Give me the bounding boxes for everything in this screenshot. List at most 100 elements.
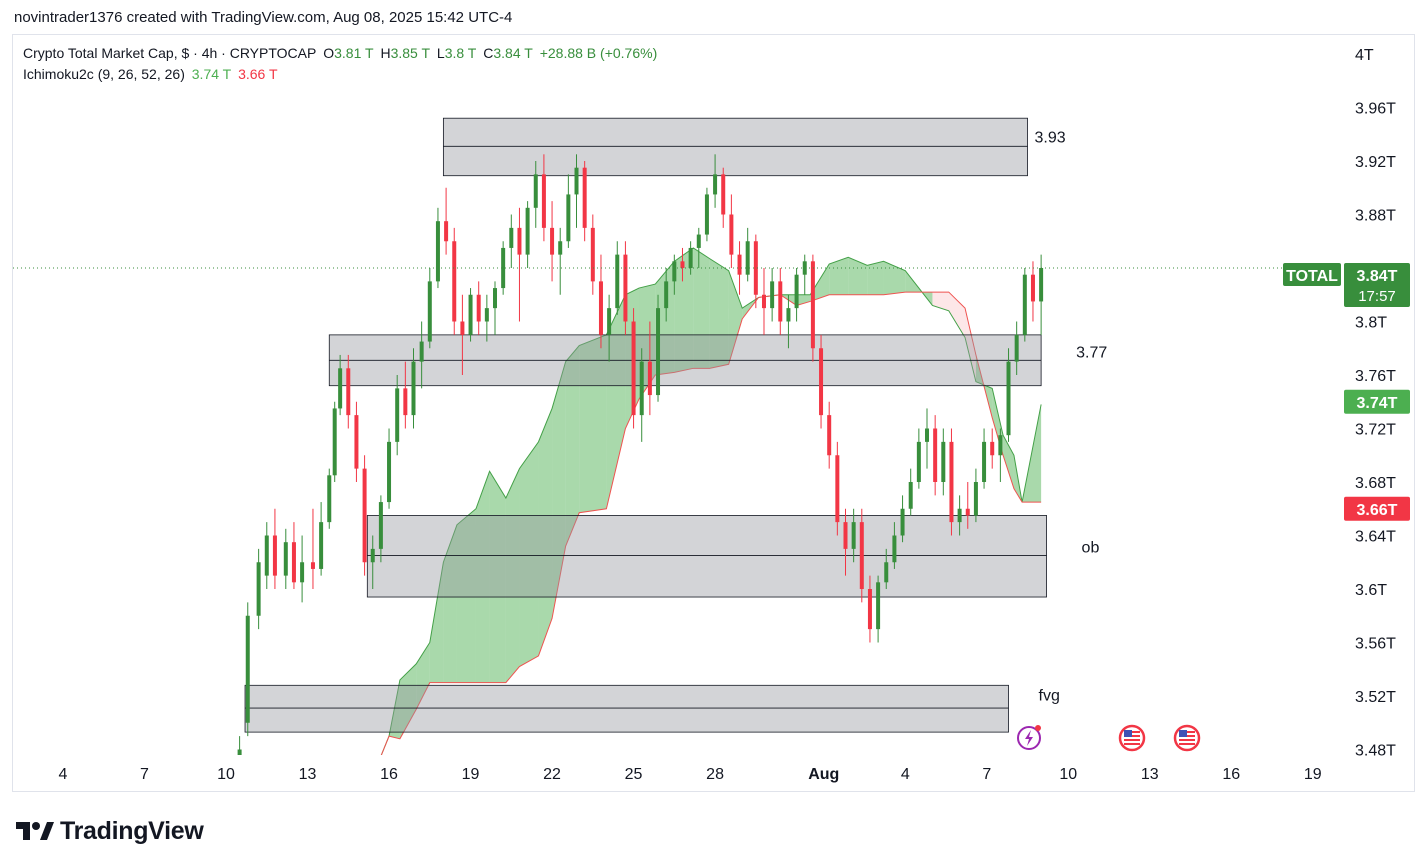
candle: [403, 361, 408, 429]
candle: [1022, 268, 1027, 342]
ichimoku-a-badge: [1344, 389, 1410, 414]
price-tick-label: 3.96T: [1355, 101, 1396, 118]
candle: [444, 187, 449, 255]
price-axis[interactable]: 4T 3.96T 3.92T 3.88T 3.8T 3.76T 3.72T 3.68T 3.64…: [1355, 47, 1396, 760]
candle: [574, 154, 579, 228]
zone-label: 3.93: [1035, 129, 1066, 146]
cloud-segment: [1003, 435, 1014, 489]
symbol-title: Crypto Total Market Cap, $ · 4h · CRYPTO…: [23, 45, 317, 61]
high-label: H: [380, 45, 391, 61]
cloud-segment: [429, 562, 444, 683]
cloud-segment: [810, 263, 830, 302]
time-tick-label: Aug: [808, 766, 839, 783]
candle: [264, 522, 269, 589]
candle: [753, 234, 758, 309]
ichimoku-b-text: 3.66T: [1357, 502, 1398, 519]
candle: [639, 348, 644, 442]
tradingview-brand[interactable]: TradingView: [16, 816, 204, 846]
candle: [843, 508, 848, 576]
candle: [859, 508, 864, 603]
candle: [484, 294, 489, 342]
candle: [319, 502, 324, 576]
indicator-value-a: 3.74 T: [191, 66, 232, 82]
price-tick-label: 3.48T: [1355, 743, 1396, 760]
time-axis[interactable]: 4 7 10 13 16 19 22 25 28 Aug 4 7 10 13 16 19: [59, 766, 1322, 783]
bar-countdown-text: 17:57: [1358, 288, 1396, 305]
symbol-legend[interactable]: Crypto Total Market Cap, $ · 4h · CRYPTO…: [23, 45, 660, 61]
candle: [786, 294, 791, 349]
cloud-segment: [1022, 404, 1042, 503]
candle: [327, 468, 332, 529]
cloud-segment: [674, 247, 694, 373]
candle: [493, 281, 498, 335]
candle: [704, 187, 709, 242]
candle: [647, 321, 652, 416]
candle: [851, 508, 856, 563]
cloud-segment: [948, 292, 966, 338]
candle: [810, 254, 815, 362]
price-tick-label: 3.8T: [1355, 315, 1387, 332]
candle: [990, 428, 995, 469]
candle: [435, 207, 440, 289]
price-tick-label: 3.64T: [1355, 529, 1396, 546]
cloud-segment: [489, 471, 506, 683]
candle: [272, 508, 277, 589]
price-tick-label: 4T: [1355, 47, 1374, 64]
zone-boxes: [244, 117, 1047, 733]
close-value: 3.84 T: [493, 45, 533, 61]
candle: [835, 441, 840, 536]
candle: [623, 241, 628, 335]
candle: [427, 268, 432, 349]
candle: [468, 288, 473, 342]
candle: [615, 241, 620, 315]
lightning-event-icon[interactable]: [1017, 725, 1041, 750]
candle: [370, 535, 375, 589]
time-tick-label: 7: [140, 766, 149, 783]
candle: [827, 401, 832, 469]
candle: [957, 495, 962, 536]
candle: [501, 241, 506, 295]
zone-box: [244, 684, 1009, 733]
cloud-segment: [848, 257, 868, 295]
event-icons[interactable]: [1017, 724, 1201, 752]
candle: [867, 575, 872, 643]
us-flag-event-icon[interactable]: [1173, 724, 1201, 752]
candle: [982, 428, 987, 489]
candle: [411, 348, 416, 429]
cloud-segment: [709, 258, 729, 369]
candles: [237, 154, 1044, 755]
ichimoku-a-text: 3.74T: [1357, 395, 1398, 412]
candle: [533, 161, 538, 228]
candle: [761, 268, 766, 335]
candle: [656, 294, 661, 402]
cloud-segment: [932, 292, 949, 311]
candle: [476, 281, 481, 335]
time-tick-label: 19: [462, 766, 480, 783]
price-badges: TOTAL 3.84T 17:57 3.74T 3.66T: [1283, 263, 1410, 521]
chart-frame: [12, 34, 1415, 792]
candle: [598, 254, 603, 349]
candle: [1014, 321, 1019, 375]
cloud-segment: [456, 508, 476, 683]
candle: [1039, 254, 1044, 335]
candle: [1030, 261, 1035, 322]
candle: [346, 354, 351, 429]
candle: [721, 167, 726, 228]
low-label: L: [436, 45, 445, 61]
candle: [680, 247, 685, 282]
zone-label: ob: [1082, 540, 1100, 557]
us-flag-event-icon[interactable]: [1118, 724, 1146, 752]
time-tick-label: 16: [1222, 766, 1240, 783]
cloud-segment: [565, 345, 580, 547]
zone-labels: 3.93 3.77 ob fvg: [1035, 129, 1108, 704]
candle: [517, 207, 522, 322]
candle: [291, 522, 296, 589]
candle: [332, 401, 337, 482]
last-price-text: 3.84T: [1357, 268, 1398, 285]
time-tick-label: 19: [1304, 766, 1322, 783]
candle: [884, 548, 889, 589]
indicator-legend[interactable]: Ichimoku2c (9, 26, 52, 26) 3.74 T 3.66 T: [23, 66, 281, 82]
candle: [933, 415, 938, 496]
zone-box: [366, 515, 1047, 598]
